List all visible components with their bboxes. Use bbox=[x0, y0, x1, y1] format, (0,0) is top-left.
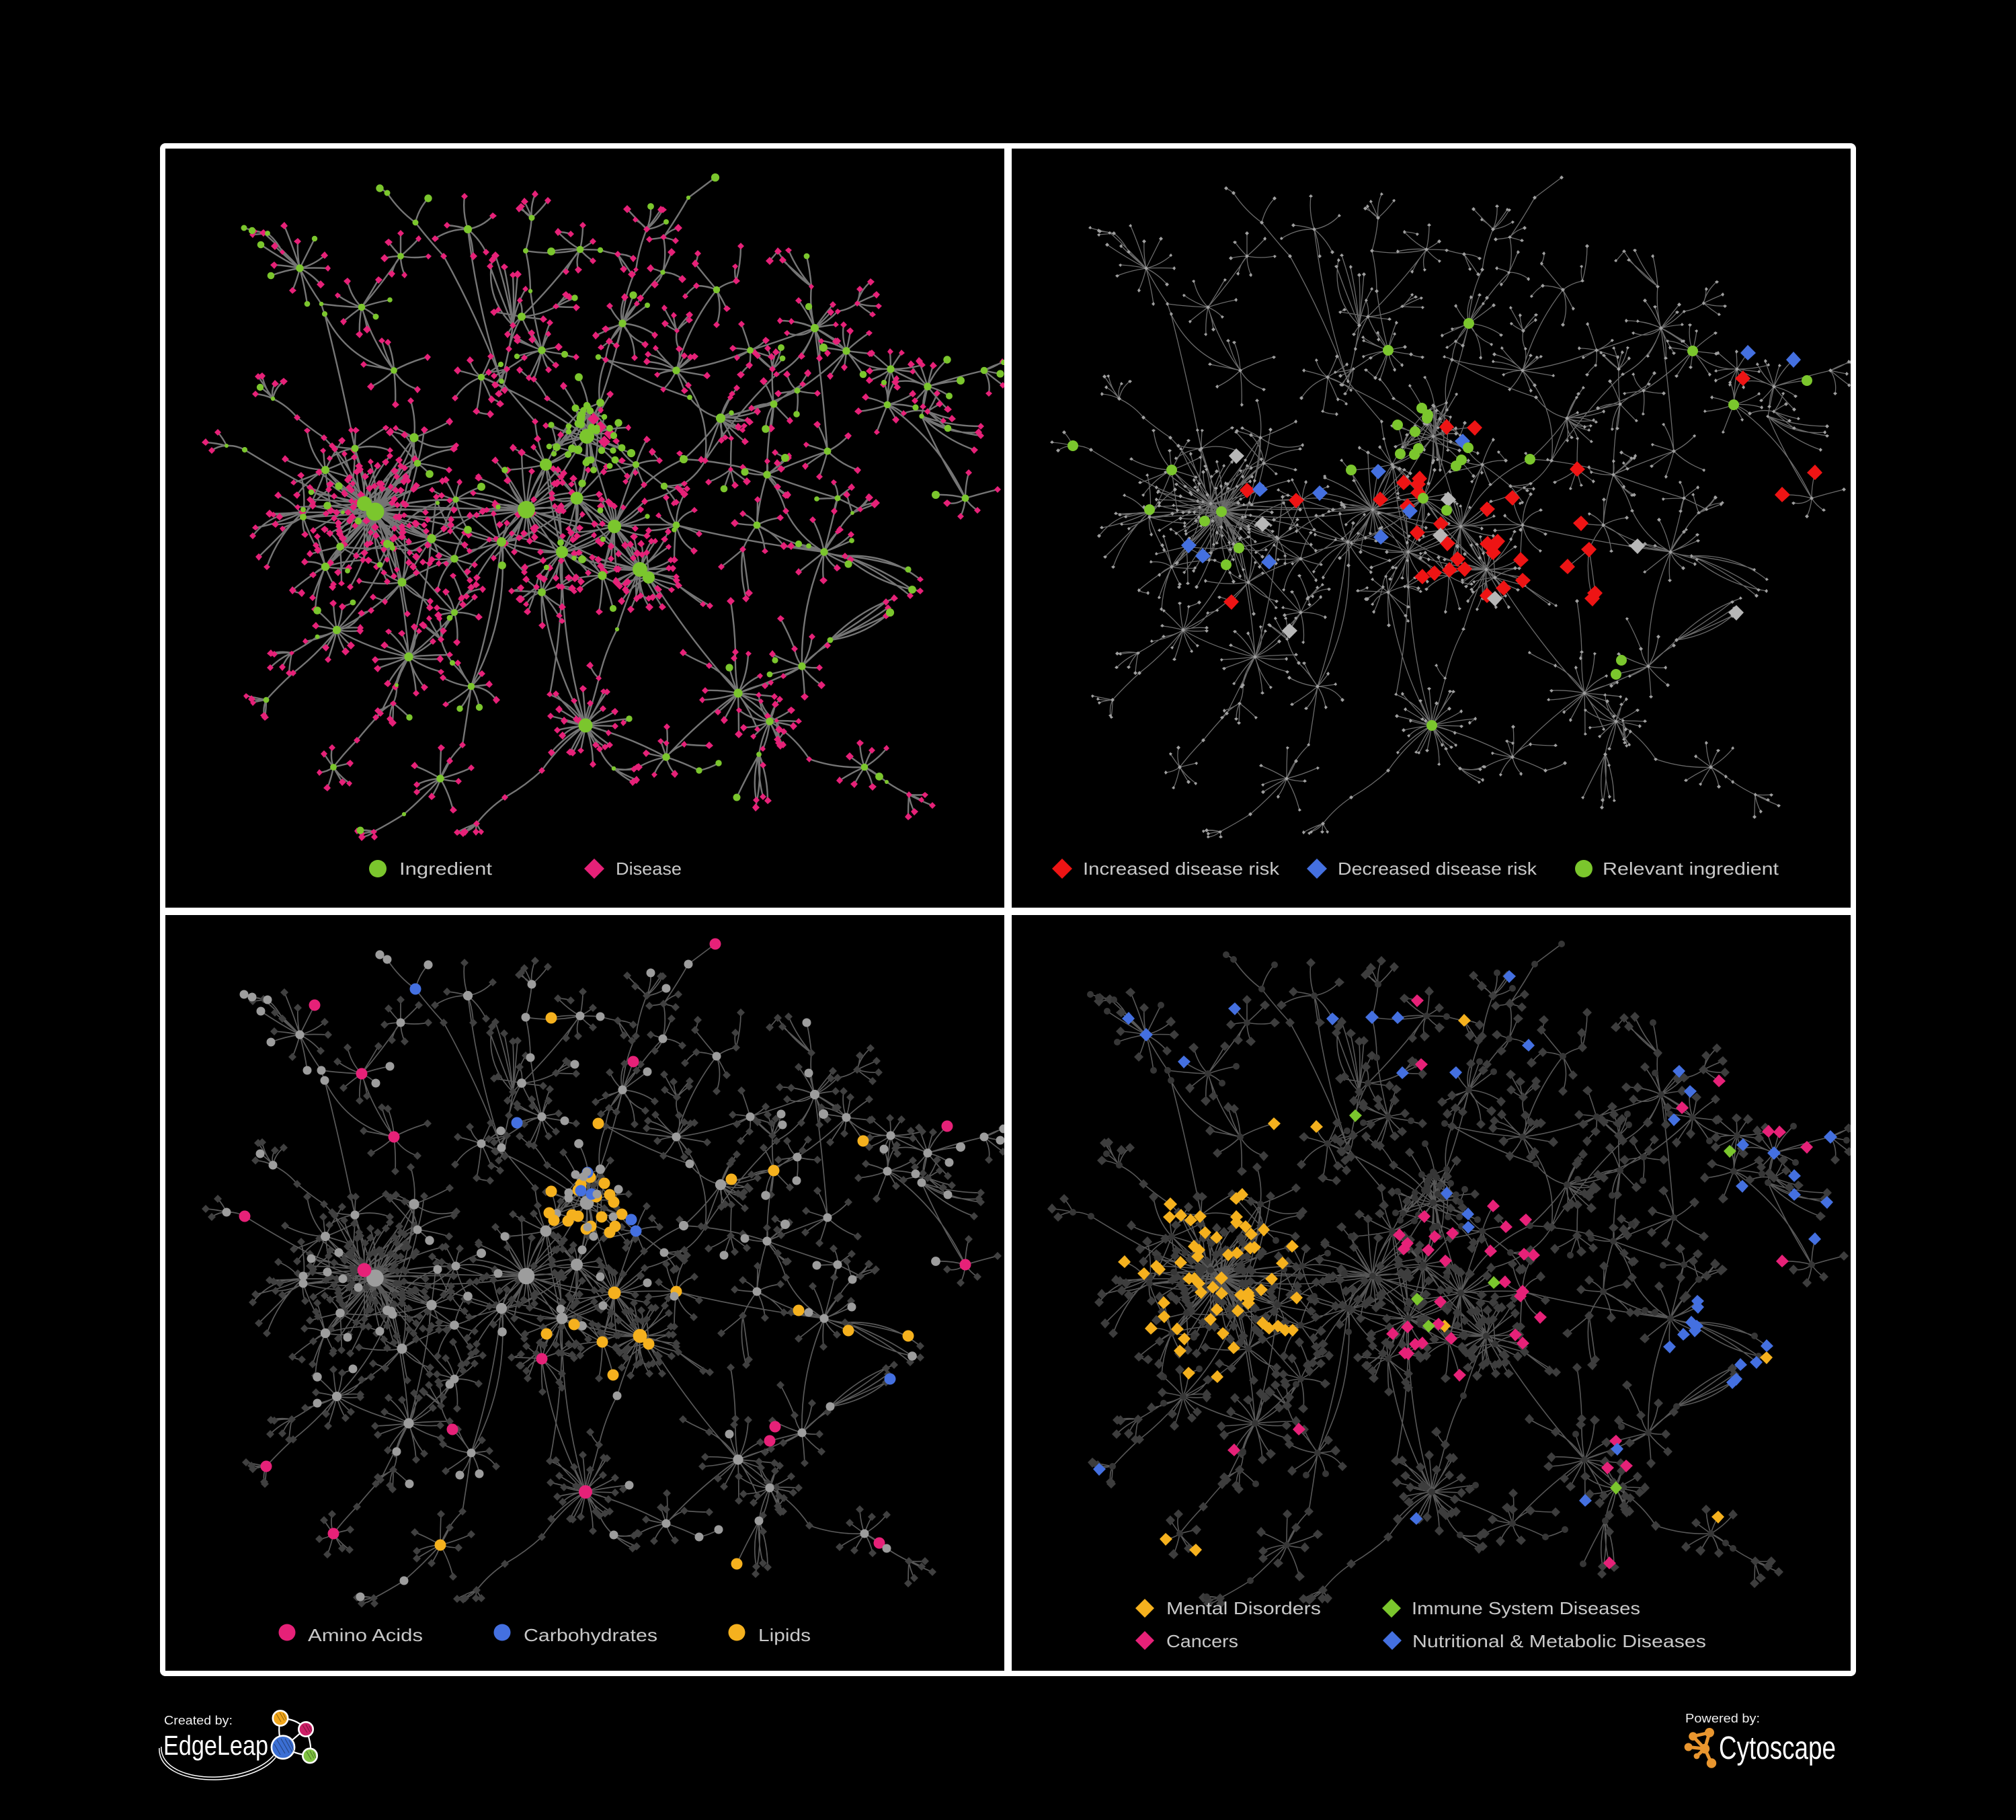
svg-text:Cancers: Cancers bbox=[1166, 1631, 1238, 1651]
svg-text:Increased disease risk: Increased disease risk bbox=[1083, 859, 1280, 879]
svg-text:Powered by:: Powered by: bbox=[1685, 1712, 1760, 1725]
svg-text:Ingredient: Ingredient bbox=[399, 859, 493, 879]
svg-text:Decreased disease risk: Decreased disease risk bbox=[1338, 859, 1537, 879]
svg-text:Amino Acids: Amino Acids bbox=[308, 1625, 423, 1645]
svg-text:Lipids: Lipids bbox=[758, 1625, 811, 1645]
svg-text:Created by:: Created by: bbox=[164, 1714, 233, 1727]
svg-text:Relevant ingredient: Relevant ingredient bbox=[1603, 859, 1779, 879]
svg-text:Mental Disorders: Mental Disorders bbox=[1166, 1598, 1321, 1618]
svg-text:Disease: Disease bbox=[616, 859, 682, 879]
svg-text:Cytoscape: Cytoscape bbox=[1719, 1731, 1836, 1766]
svg-text:Nutritional & Metabolic Diseas: Nutritional & Metabolic Diseases bbox=[1412, 1631, 1706, 1651]
svg-text:Immune System Diseases: Immune System Diseases bbox=[1412, 1598, 1640, 1618]
svg-text:EdgeLeap: EdgeLeap bbox=[163, 1730, 268, 1761]
svg-text:Carbohydrates: Carbohydrates bbox=[524, 1625, 657, 1645]
